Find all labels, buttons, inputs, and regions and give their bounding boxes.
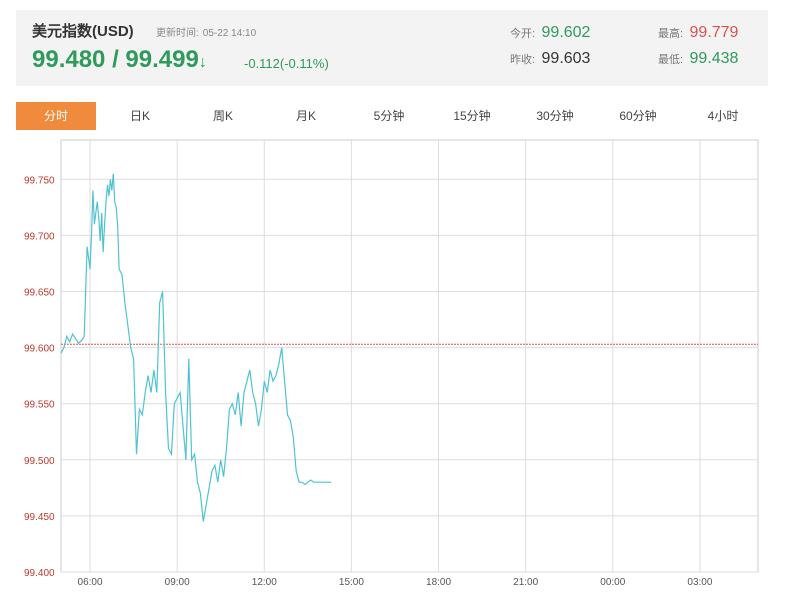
tab-4hour[interactable]: 4小时 — [707, 109, 739, 123]
plot-frame — [60, 139, 759, 573]
y-axis-ticks: 99.750 99.700 99.650 99.600 99.550 99.500 99.4… — [24, 175, 55, 579]
x-tick-label: 06:00 — [78, 577, 103, 588]
bid-ask-price: 99.480 / 99.499 — [32, 46, 199, 73]
x-tick-label: 09:00 — [165, 577, 190, 588]
chart-grid — [60, 139, 759, 573]
update-time: 更新时间: 05-22 14:10 — [156, 24, 260, 39]
tab-monthly-k[interactable]: 月K — [295, 109, 316, 123]
quote-header: 美元指数(USD) 更新时间: 05-22 14:10 99.480 / 99.4… — [16, 10, 768, 86]
tab-weekly-k[interactable]: 周K — [212, 109, 233, 123]
x-tick-label: 03:00 — [687, 577, 712, 588]
down-arrow-icon: ↓ — [198, 54, 207, 71]
period-tabs: 分时 日K 周K 月K 5分钟 15分钟 30分钟 60分钟 4小时 — [16, 102, 768, 130]
prev-close-label: 昨收: — [510, 54, 536, 66]
open-value: 99.602 — [541, 24, 591, 41]
y-tick-label: 99.750 — [24, 175, 55, 186]
tab-intraday[interactable]: 分时 — [16, 102, 96, 130]
update-time-label: 更新时间: — [156, 28, 199, 39]
y-tick-label: 99.500 — [24, 456, 55, 467]
tab-30min[interactable]: 30分钟 — [536, 109, 574, 123]
tab-60min[interactable]: 60分钟 — [619, 109, 657, 123]
current-price: 99.480 / 99.499↓ — [32, 46, 207, 74]
price-series-line — [60, 173, 332, 522]
open-label: 今开: — [510, 28, 536, 40]
x-tick-label: 18:00 — [426, 577, 451, 588]
x-tick-label: 12:00 — [252, 577, 277, 588]
y-tick-label: 99.600 — [24, 344, 55, 355]
y-tick-label: 99.650 — [24, 287, 55, 298]
high-stat: 最高: 99.779 — [658, 24, 738, 42]
low-label: 最低: — [658, 54, 684, 66]
tab-15min[interactable]: 15分钟 — [453, 109, 491, 123]
x-tick-label: 15:00 — [339, 577, 364, 588]
y-tick-label: 99.700 — [24, 231, 55, 242]
high-label: 最高: — [658, 28, 684, 40]
x-tick-label: 00:00 — [600, 577, 625, 588]
price-change: -0.112(-0.11%) — [244, 56, 329, 71]
y-tick-label: 99.550 — [24, 400, 55, 411]
high-value: 99.779 — [689, 24, 739, 41]
prev-close-value: 99.603 — [541, 50, 591, 67]
low-value: 99.438 — [689, 50, 739, 67]
low-stat: 最低: 99.438 — [658, 50, 738, 68]
tab-daily-k[interactable]: 日K — [129, 109, 150, 123]
y-tick-label: 99.400 — [24, 568, 55, 579]
instrument-title: 美元指数(USD) — [32, 23, 134, 40]
x-axis-ticks: 06:00 09:00 12:00 15:00 18:00 21:00 00:00 03:00 — [78, 577, 713, 588]
y-tick-label: 99.450 — [24, 512, 55, 523]
tab-5min[interactable]: 5分钟 — [373, 109, 405, 123]
x-tick-label: 21:00 — [513, 577, 538, 588]
update-time-value: 05-22 14:10 — [202, 28, 257, 39]
prev-close-stat: 昨收: 99.603 — [510, 50, 590, 68]
open-stat: 今开: 99.602 — [510, 24, 590, 42]
